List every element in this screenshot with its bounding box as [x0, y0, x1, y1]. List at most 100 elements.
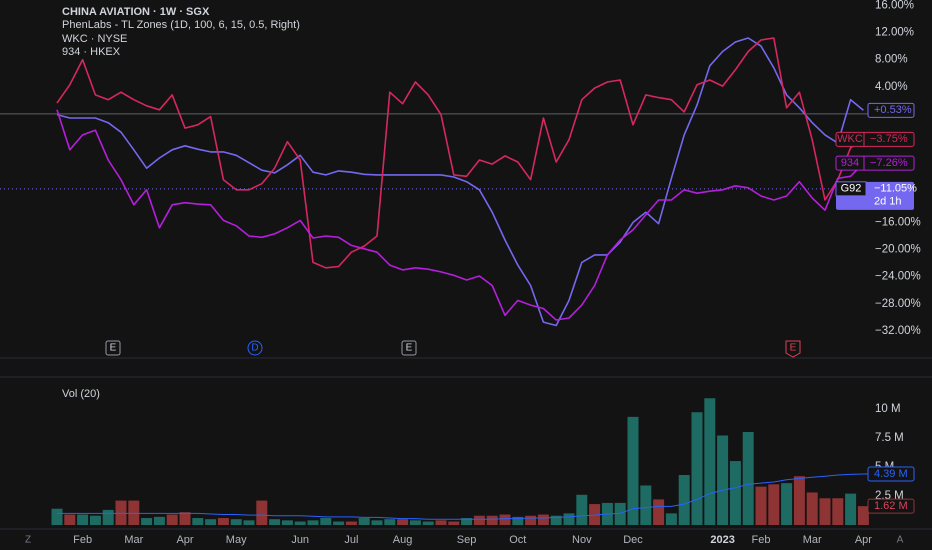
value-label-box [867, 498, 915, 514]
y-tick-label: 7.5 M [875, 432, 904, 444]
y-tick-label: −20.00% [875, 244, 921, 256]
price-value: −11.05% [874, 183, 917, 195]
volume-bar [269, 519, 281, 525]
volume-bar [614, 502, 626, 525]
y-tick-label: 4.00% [875, 81, 908, 93]
indicator-legend: 934 · HKEX [62, 46, 121, 58]
price-name: G92 [841, 183, 862, 195]
volume-bar [153, 516, 165, 525]
volume-bar [256, 500, 268, 525]
event-marker[interactable]: E [105, 340, 121, 356]
event-box[interactable] [785, 340, 801, 358]
event-marker[interactable]: D [247, 340, 263, 356]
event-marker[interactable]: E [785, 340, 801, 358]
y-tick-label: −24.00% [875, 271, 921, 283]
indicator-legend: PhenLabs - TL Zones (1D, 100, 6, 15, 0.5… [62, 19, 300, 31]
volume-bar [230, 519, 242, 525]
volume-bar [320, 518, 332, 525]
auto-scale-button[interactable]: A [897, 535, 904, 546]
volume-bar [640, 485, 652, 525]
volume-bar [409, 520, 421, 525]
volume-bar [755, 486, 767, 525]
event-label[interactable]: E [110, 343, 117, 354]
volume-bar [806, 492, 818, 525]
event-label[interactable]: E [406, 343, 413, 354]
price-name-box [835, 181, 867, 197]
volume-bar [294, 521, 306, 525]
event-circle[interactable] [247, 340, 263, 356]
legend-name: WKC [837, 133, 863, 145]
x-tick-label: Feb [73, 534, 92, 546]
volume-bar [473, 515, 485, 525]
volume-bar [358, 518, 370, 525]
x-tick-label: Apr [855, 534, 872, 546]
volume-bar [857, 506, 869, 525]
zoom-button[interactable]: Z [25, 535, 31, 546]
volume-bar [77, 514, 89, 525]
volume-bar [192, 518, 204, 525]
volume-bar [627, 416, 639, 525]
volume-bar [832, 498, 844, 525]
x-tick-label: Aug [393, 534, 413, 546]
volume-bar [217, 518, 229, 525]
volume-bar [589, 504, 601, 525]
volume-bar [486, 515, 498, 525]
series-line [56, 37, 864, 327]
x-tick-label: 2023 [710, 534, 734, 546]
value-label-box [835, 155, 915, 171]
volume-bar [371, 520, 383, 525]
x-tick-label: Apr [176, 534, 193, 546]
volume-bar [576, 494, 588, 525]
volume-bar [845, 493, 857, 525]
volume-bar [768, 484, 780, 525]
volume-bar [205, 519, 217, 525]
y-tick-label: −28.00% [875, 298, 921, 310]
volume-bar [691, 412, 703, 525]
x-tick-label: Mar [803, 534, 822, 546]
volume-bar [729, 461, 741, 525]
volume-bar [102, 509, 114, 525]
x-tick-label: Mar [124, 534, 143, 546]
volume-bar [499, 514, 511, 525]
volume-bar [141, 518, 153, 525]
volume-bar [653, 499, 665, 525]
volume-bar [448, 521, 460, 525]
y-tick-label: 10 M [875, 403, 901, 415]
event-marker[interactable]: E [401, 340, 417, 356]
x-tick-label: May [226, 534, 247, 546]
event-label[interactable]: E [790, 343, 797, 354]
value-label-box [835, 131, 915, 147]
volume-bar [179, 512, 191, 525]
value-label-box [867, 466, 915, 482]
volume-bar [89, 515, 101, 525]
value-label: 1.62 M [874, 500, 908, 512]
event-box[interactable] [105, 340, 121, 356]
volume-bar [665, 513, 677, 525]
volume-bar [307, 520, 319, 525]
volume-bar [563, 513, 575, 525]
volume-bar [704, 398, 716, 525]
volume-bar [51, 508, 63, 525]
y-tick-label: 16.00% [875, 0, 914, 11]
volume-bar [166, 514, 178, 525]
event-box[interactable] [401, 340, 417, 356]
volume-title: Vol (20) [62, 388, 100, 400]
volume-bar [537, 514, 549, 525]
value-label: −3.75% [870, 133, 908, 145]
volume-bar [243, 520, 255, 525]
countdown: 2d 1h [874, 196, 902, 208]
volume-bar [678, 475, 690, 525]
volume-bar [281, 520, 293, 525]
volume-bar [781, 483, 793, 525]
event-label[interactable]: D [251, 343, 258, 354]
volume-bar [384, 519, 396, 525]
volume-bar [435, 520, 447, 525]
y-tick-label: −16.00% [875, 216, 921, 228]
x-tick-label: Jul [344, 534, 358, 546]
legend-name: 934 [841, 157, 859, 169]
volume-bar [128, 500, 140, 525]
x-tick-label: Dec [623, 534, 643, 546]
